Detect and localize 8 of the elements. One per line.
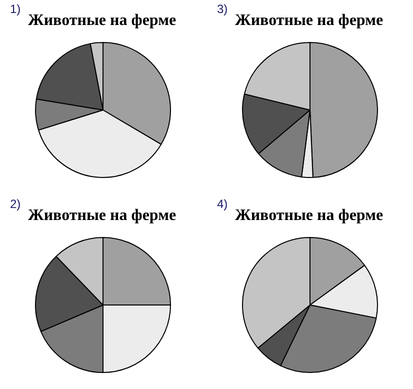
- chart-title: Животные на ферме: [28, 12, 176, 30]
- text: 4): [217, 197, 228, 211]
- chart-title: Животные на ферме: [235, 207, 384, 225]
- chart-title: Животные на ферме: [235, 12, 384, 30]
- text: 2): [10, 197, 21, 211]
- chart-title: Животные на ферме: [28, 207, 176, 225]
- text: 3): [217, 2, 228, 16]
- text: 1): [10, 2, 21, 16]
